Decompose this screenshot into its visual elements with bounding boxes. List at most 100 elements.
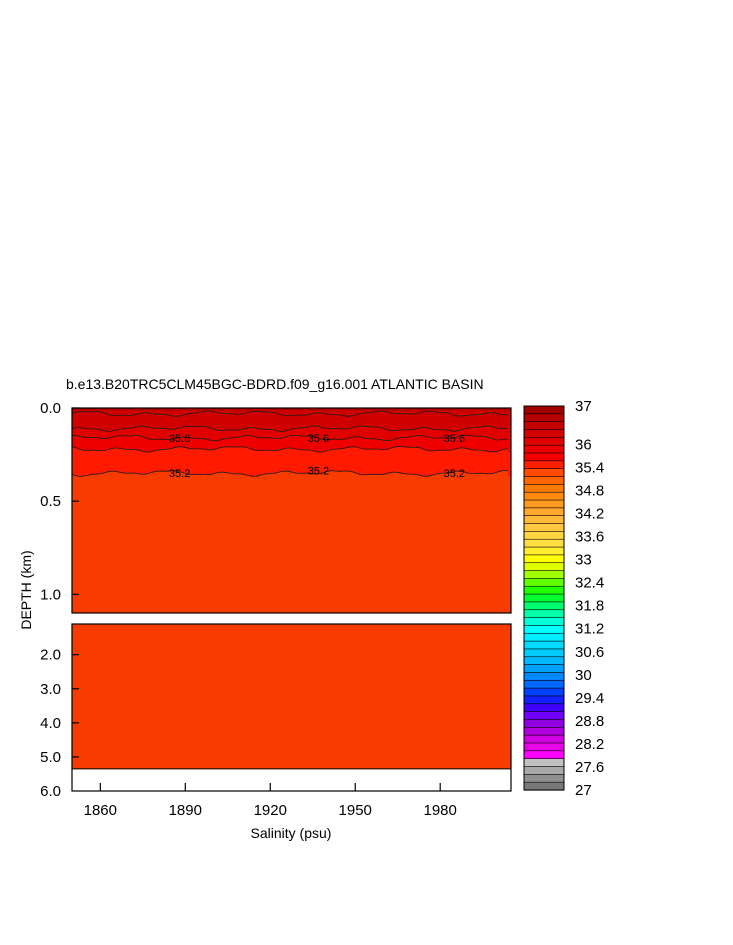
colorbar-swatch	[523, 593, 565, 603]
colorbar-label: 30	[575, 667, 592, 684]
salinity-band-shape	[72, 470, 511, 613]
colorbar-swatch	[523, 562, 565, 572]
contour-line	[72, 425, 509, 432]
x-tick-label: 1860	[84, 802, 117, 819]
colorbar-swatch	[523, 734, 565, 744]
colorbar-label: 27	[575, 782, 592, 799]
colorbar-swatch	[523, 672, 565, 681]
contour-line	[72, 410, 508, 417]
colorbar-swatch	[523, 570, 565, 580]
y-tick-label: 0.0	[40, 400, 61, 417]
colorbar-label: 33.6	[575, 529, 604, 546]
colorbar-swatch	[523, 632, 565, 642]
colorbar-swatch	[523, 437, 565, 446]
colorbar-swatch	[523, 648, 565, 658]
colorbar-swatch	[523, 538, 565, 548]
contour-line	[72, 434, 509, 442]
x-axis: 1860 1890 1920 1950 1980	[84, 783, 457, 819]
colorbar-swatch	[523, 585, 565, 595]
colorbar-swatch	[523, 546, 565, 556]
upper-panel-frame	[71, 407, 512, 614]
colorbar-label: 33	[575, 552, 592, 569]
y-tick-label: 1.0	[40, 586, 61, 603]
colorbar-label: 36	[575, 436, 592, 453]
colorbar-label: 28.2	[575, 736, 604, 753]
colorbar-swatch	[523, 766, 565, 775]
y-tick-label: 3.0	[40, 681, 61, 698]
colorbar-swatch	[523, 452, 565, 462]
contour-label: 35.2	[308, 465, 329, 477]
colorbar-swatch	[523, 444, 565, 454]
colorbar-swatch	[523, 703, 565, 713]
colorbar-swatch	[523, 429, 565, 438]
x-tick-label: 1920	[254, 802, 287, 819]
salinity-band-shape	[72, 410, 511, 432]
colorbar-swatch	[523, 578, 565, 587]
y-tick-label: 6.0	[40, 783, 61, 800]
colorbar-swatch	[523, 781, 565, 791]
colorbar-swatch	[523, 609, 565, 619]
colorbar-swatch	[523, 640, 565, 650]
y-axis-label: DEPTH (km)	[18, 550, 34, 629]
lower-panel-fill	[72, 624, 511, 769]
colorbar-swatch	[523, 719, 565, 728]
contour-label: 35.6	[169, 433, 190, 445]
y-tick-label: 5.0	[40, 749, 61, 766]
colorbar-swatch	[523, 711, 565, 721]
contour-label: 35.2	[444, 468, 465, 480]
colorbar-swatch	[523, 523, 565, 532]
colorbar-swatch	[523, 664, 565, 674]
colorbar-swatch	[523, 625, 565, 634]
lower-panel-frame	[71, 623, 512, 792]
x-tick-label: 1890	[169, 802, 202, 819]
colorbar-label: 31.2	[575, 621, 604, 638]
colorbar-label: 31.8	[575, 598, 604, 615]
x-tick-label: 1950	[339, 802, 372, 819]
lower-panel: 2.0 3.0 4.0 5.0 6.0	[40, 623, 512, 800]
colorbar-label: 32.4	[575, 575, 604, 592]
colorbar: 37 36 35.4 34.8 34.2 33.6 33 32.4 31.8 31.2 30.6 30…	[523, 398, 604, 799]
colorbar-swatch	[523, 413, 565, 423]
colorbar-swatch	[523, 727, 565, 736]
colorbar-swatch	[523, 476, 565, 485]
colorbar-swatch	[523, 491, 565, 501]
colorbar-swatch	[523, 758, 565, 768]
colorbar-frame	[523, 405, 565, 791]
colorbar-swatch	[523, 499, 565, 509]
chart-title: b.e13.B20TRC5CLM45BGC-BDRD.f09_g16.001 A…	[66, 376, 484, 392]
colorbar-label: 28.8	[575, 713, 604, 730]
salinity-band-shape	[72, 446, 511, 477]
colorbar-swatch	[523, 601, 565, 611]
contour-line	[72, 470, 509, 477]
colorbar-label: 37	[575, 398, 592, 415]
contour-label: 35.2	[169, 468, 190, 480]
colorbar-label: 35.4	[575, 459, 604, 476]
colorbar-label: 27.6	[575, 759, 604, 776]
upper-panel-fill: 35.6 35.6 35.6 35.2 35.2 35.2	[72, 408, 511, 613]
x-axis-label: Salinity (psu)	[251, 825, 332, 841]
colorbar-swatch	[523, 742, 565, 752]
colorbar-swatch	[523, 774, 565, 783]
colorbar-label: 29.4	[575, 690, 604, 707]
y-tick-label: 2.0	[40, 647, 61, 664]
colorbar-label: 30.6	[575, 644, 604, 661]
colorbar-swatch	[523, 695, 565, 705]
contour-label: 35.6	[444, 433, 465, 445]
x-tick-label: 1980	[424, 802, 457, 819]
colorbar-swatch	[523, 468, 565, 478]
colorbar-swatch	[523, 507, 565, 517]
upper-panel: 35.6 35.6 35.6 35.2 35.2 35.2 0.0 0.5 1.0	[40, 400, 512, 614]
colorbar-swatch	[523, 750, 565, 760]
colorbar-swatch	[523, 679, 565, 689]
colorbar-swatch	[523, 531, 565, 540]
colorbar-swatch	[523, 421, 565, 431]
colorbar-swatch	[523, 405, 565, 415]
colorbar-swatch	[523, 554, 565, 564]
colorbar-label: 34.8	[575, 482, 604, 499]
colorbar-swatch	[523, 617, 565, 627]
y-tick-label: 4.0	[40, 715, 61, 732]
colorbar-swatch	[523, 656, 565, 666]
colorbar-swatch	[523, 515, 565, 525]
colorbar-swatch	[523, 687, 565, 697]
